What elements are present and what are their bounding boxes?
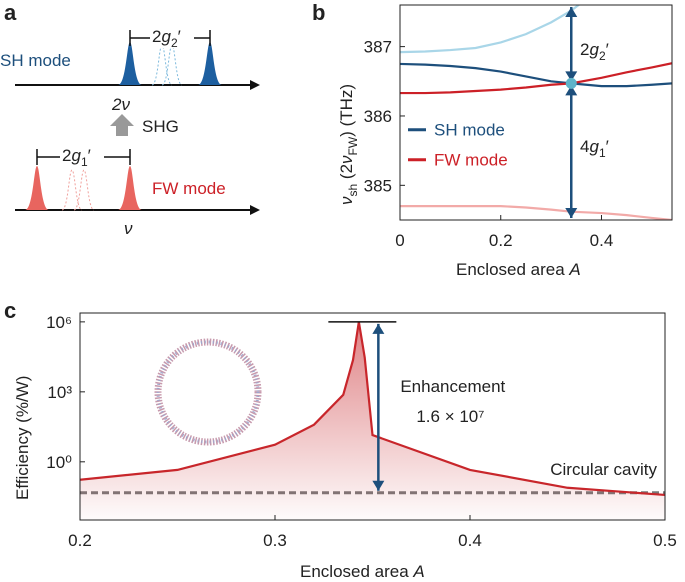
gap-label: 4g1′ bbox=[580, 137, 609, 160]
enhancement-label: Enhancement bbox=[400, 377, 505, 396]
x-tick-label: 0.3 bbox=[263, 531, 287, 550]
panel-a: a 2g2′ SH mode 2ν SHG 2g1′ FW mode ν bbox=[0, 0, 260, 238]
peak bbox=[118, 166, 142, 210]
peak-dashed bbox=[161, 44, 183, 86]
peak-dashed bbox=[151, 44, 173, 86]
peak-dashed bbox=[73, 169, 95, 211]
peak bbox=[118, 42, 142, 85]
series-line bbox=[400, 62, 672, 88]
panel-label: c bbox=[4, 298, 16, 323]
fw-label: FW mode bbox=[152, 179, 226, 198]
x-tick-label: 0.2 bbox=[68, 531, 92, 550]
y-tick-label: 386 bbox=[364, 107, 392, 126]
arrow-head bbox=[565, 85, 578, 96]
y-tick-label: 385 bbox=[364, 176, 392, 195]
series-line bbox=[400, 5, 581, 54]
arrow bbox=[250, 205, 260, 215]
axis-label: ν bbox=[124, 219, 133, 238]
axis-label: 2ν bbox=[111, 95, 130, 114]
series-line bbox=[400, 62, 672, 95]
x-tick-label: 0.4 bbox=[458, 531, 482, 550]
y-tick-label: 10³ bbox=[47, 383, 72, 402]
plot-frame bbox=[79, 312, 666, 521]
label-bg bbox=[60, 145, 104, 167]
gap-label: 2g2′ bbox=[580, 40, 609, 63]
y-axis-label: νsh (2νFW) (THz) bbox=[337, 84, 360, 205]
crossing-point bbox=[565, 77, 577, 89]
shg-label: SHG bbox=[142, 117, 179, 136]
series-line bbox=[400, 205, 672, 220]
gap-label: 2g2′ bbox=[152, 27, 181, 50]
label-bg bbox=[150, 26, 194, 48]
peak bbox=[25, 166, 49, 210]
legend-label: SH mode bbox=[434, 121, 505, 140]
area bbox=[80, 321, 665, 520]
arrow-head bbox=[565, 208, 578, 218]
plot-area bbox=[80, 321, 665, 520]
reference-label: Circular cavity bbox=[550, 460, 657, 479]
arrow-head bbox=[372, 480, 385, 491]
y-tick-label: 10⁰ bbox=[46, 453, 72, 472]
plot: 0 0.2 0.4 385 386 387 SH mode FW mode bbox=[364, 4, 673, 250]
y-tick-label: 387 bbox=[364, 38, 392, 57]
y-axis-label: Efficiency (%/W) bbox=[13, 376, 32, 500]
x-tick-label: 0.5 bbox=[653, 531, 677, 550]
x-tick-label: 0.2 bbox=[489, 231, 513, 250]
arrow-head bbox=[565, 71, 578, 82]
panel-label: a bbox=[4, 0, 17, 25]
plot-frame bbox=[399, 4, 673, 221]
enhancement-value: 1.6 × 10⁷ bbox=[416, 407, 484, 426]
x-axis-label: Enclosed area A bbox=[300, 562, 425, 581]
shg-arrow bbox=[110, 114, 134, 136]
cavity-inset bbox=[156, 340, 260, 444]
plot-area bbox=[400, 5, 672, 220]
x-tick-label: 0 bbox=[395, 231, 404, 250]
arrow-head bbox=[565, 7, 578, 17]
y-tick-label: 10⁶ bbox=[46, 313, 72, 332]
peak-dashed bbox=[61, 169, 83, 211]
gap-label: 2g1′ bbox=[62, 146, 91, 169]
sh-label: SH mode bbox=[0, 51, 71, 70]
legend-label: FW mode bbox=[434, 151, 508, 170]
x-axis-label: Enclosed area A bbox=[456, 260, 581, 279]
series-line bbox=[80, 321, 665, 497]
panel-label: b bbox=[312, 0, 325, 25]
peak bbox=[198, 42, 222, 85]
arrow-head bbox=[372, 323, 385, 334]
plot: Circular cavity 0.2 0.3 0.4 0.5 10⁰ 10³ 10⁶ Enha… bbox=[46, 312, 677, 550]
x-tick-label: 0.4 bbox=[590, 231, 614, 250]
arrow bbox=[250, 80, 260, 90]
